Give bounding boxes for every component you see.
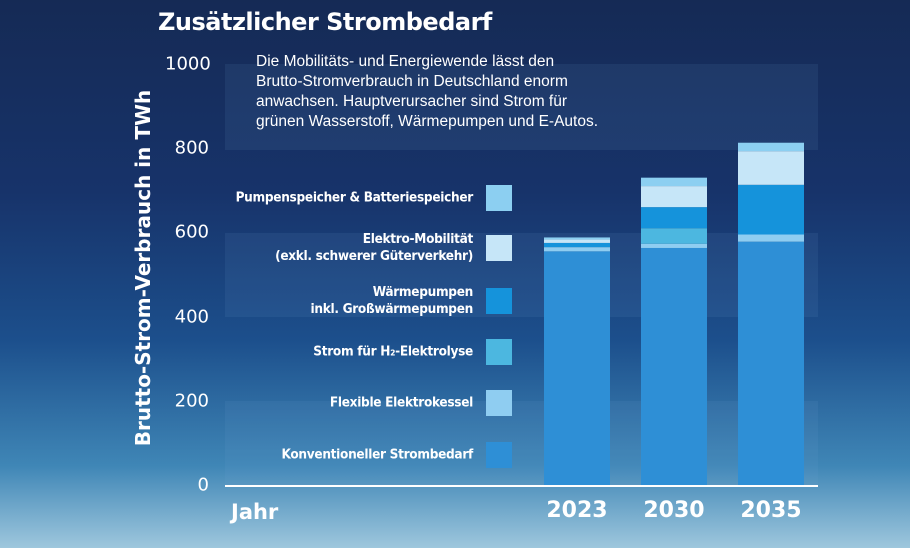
legend-label-line: Wärmepumpen [372,284,474,300]
background-band-middle [225,233,818,317]
legend-label: Flexible Elektrokessel [230,395,473,412]
bar-segment [641,247,707,485]
subtitle-line: Die Mobilitäts- und Energiewende lässt d… [256,53,555,70]
legend-label-line: Strom für H₂-Elektrolyse [313,343,473,360]
legend-label: Elektro-Mobilität (exkl. schwerer Güterve… [230,231,473,265]
legend-label: Strom für H₂-Elektrolyse [230,344,473,361]
bar-segment [544,251,610,485]
chart-title: Zusätzlicher Strombedarf [158,8,492,36]
bar-segment [641,228,707,244]
x-tick-label: 2023 [546,498,608,523]
legend-label-line: inkl. Großwärmepumpen [310,301,473,317]
legend-swatch [486,339,512,365]
bar-segment [641,186,707,208]
subtitle-line: grünen Wasserstoff, Wärmepumpen und E-Au… [256,113,599,130]
bar-segment [544,247,610,252]
x-tick-label: 2030 [643,498,705,523]
bar-segment [738,142,804,152]
y-tick-label: 800 [174,137,209,159]
y-tick-label: 0 [197,474,209,496]
legend-label-line: (exkl. schwerer Güterverkehr) [275,248,473,264]
bar-segment [738,184,804,235]
legend-label: Wärmepumpen inkl. Großwärmepumpen [230,284,473,318]
legend-label-line: Flexible Elektrokessel [329,394,473,411]
bar-segment [641,207,707,229]
y-tick-label: 200 [174,390,209,412]
chart-subtitle: Die Mobilitäts- und Energiewende lässt d… [256,52,696,132]
legend-label-line: Konventioneller Strombedarf [281,446,474,463]
legend-label-line: Elektro-Mobilität [362,231,474,247]
legend-swatch [486,235,512,261]
y-tick-label: 1000 [165,53,211,75]
legend-swatch [486,185,512,211]
y-tick-label: 400 [174,306,209,328]
bar-segment [544,239,610,243]
y-axis-label: Brutto-Strom-Verbrauch in TWh [131,89,155,447]
y-tick-label: 600 [174,221,209,243]
legend-label-line: Pumpenspeicher & Batteriespeicher [235,189,474,206]
bar-segment [641,177,707,187]
bar-segment [641,243,707,248]
subtitle-line: anwachsen. Hauptverursacher sind Strom f… [256,93,568,110]
legend-swatch [486,442,512,468]
subtitle-line: Brutto-Stromverbrauch in Deutschland eno… [256,73,568,90]
bar-segment [738,151,804,185]
background-band-top [225,64,818,150]
legend-swatch [486,390,512,416]
bar-segment [544,242,610,248]
legend-label: Pumpenspeicher & Batteriespeicher [230,189,474,207]
bar-segment [738,234,804,242]
legend-swatch [486,288,512,314]
legend-label: Konventioneller Strombedarf [230,446,474,464]
bar-segment [738,241,804,485]
x-axis-label: Jahr [231,500,279,524]
x-tick-label: 2035 [740,498,802,523]
background-band-bottom [225,401,818,485]
bar-segment [544,237,610,240]
